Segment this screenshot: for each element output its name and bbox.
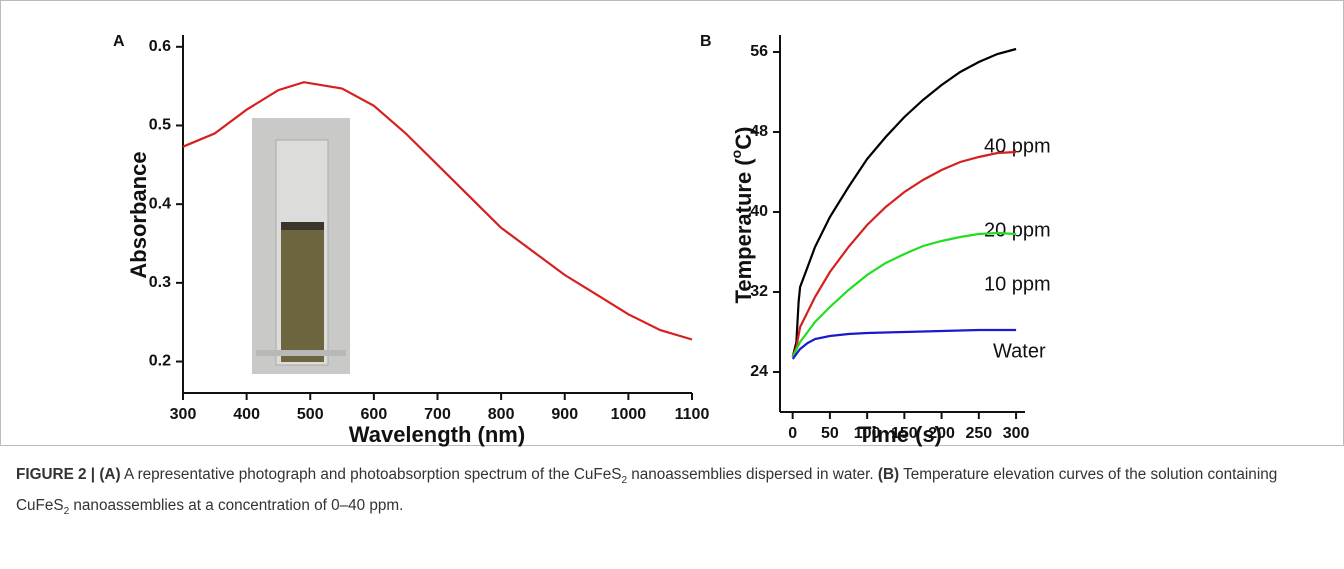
caption-text: FIGURE 2 | (A) <box>16 466 121 483</box>
figure-frame <box>0 0 1344 446</box>
caption-text: 2 <box>621 475 628 487</box>
y-tick-label: 32 <box>750 283 768 300</box>
y-tick-label: 0.5 <box>149 117 171 134</box>
series-label: 10 ppm <box>984 273 1051 295</box>
caption-text: nanoassemblies at a concentration of 0–4… <box>69 497 404 515</box>
y-tick-label: 48 <box>750 123 768 140</box>
caption-text: (B) <box>877 466 900 483</box>
x-tick-label: 700 <box>424 406 451 423</box>
y-tick-label: 40 <box>750 203 768 220</box>
x-tick-label: 800 <box>488 406 515 423</box>
data-line <box>791 47 1017 358</box>
inset-photo <box>252 118 350 374</box>
caption-text: nanoassemblies dispersed in water. <box>627 466 878 483</box>
y-tick-label: 56 <box>750 43 768 60</box>
x-tick-label: 1100 <box>675 406 710 423</box>
x-tick-label: 150 <box>891 425 918 442</box>
y-tick-label: 0.3 <box>149 274 171 291</box>
x-tick-label: 400 <box>233 406 260 423</box>
panel-label: A <box>113 33 125 50</box>
x-tick-label: 100 <box>854 425 881 442</box>
x-tick-label: 0 <box>788 425 797 442</box>
x-tick-label: 300 <box>170 406 197 423</box>
data-line <box>182 81 693 341</box>
data-line <box>791 150 1017 358</box>
series-label: 20 ppm <box>984 219 1051 241</box>
series-label: Water <box>993 340 1046 362</box>
y-axis-label: Temperature (oC) <box>728 127 756 304</box>
x-tick-label: 900 <box>551 406 578 423</box>
x-axis-label: Time (s) <box>858 422 942 447</box>
x-tick-label: 250 <box>965 425 992 442</box>
y-axis-label-part: C) <box>731 127 756 150</box>
y-tick-label: 0.2 <box>149 353 171 370</box>
y-axis-label-part: Temperature ( <box>731 158 756 304</box>
caption: FIGURE 2 | (A) A representative photogra… <box>16 462 1334 524</box>
y-tick-label: 24 <box>750 363 768 380</box>
x-axis-label: Wavelength (nm) <box>349 422 525 447</box>
y-axis-label-part: o <box>728 150 744 159</box>
figure: 300 400 500 600 700 800 900 1000 11000.20.30.40.… <box>0 0 1344 447</box>
x-tick-label: 200 <box>928 425 955 442</box>
x-tick-label: 300 <box>1003 425 1030 442</box>
y-axis-label: Absorbance <box>126 151 151 278</box>
data-line <box>791 231 1017 358</box>
x-tick-label: 50 <box>821 425 839 442</box>
y-tick-label: 0.4 <box>149 195 171 212</box>
x-tick-label: 500 <box>297 406 324 423</box>
caption-text: 2 <box>63 506 70 518</box>
caption-text: A representative photograph and photoabs… <box>120 466 622 483</box>
panel-label: B <box>700 33 712 50</box>
caption-text: Temperature elevation curves of the solu… <box>16 466 1278 515</box>
x-tick-label: 600 <box>361 406 388 423</box>
y-tick-label: 0.6 <box>149 38 171 55</box>
data-line <box>791 328 1017 360</box>
x-tick-label: 1000 <box>611 406 647 423</box>
